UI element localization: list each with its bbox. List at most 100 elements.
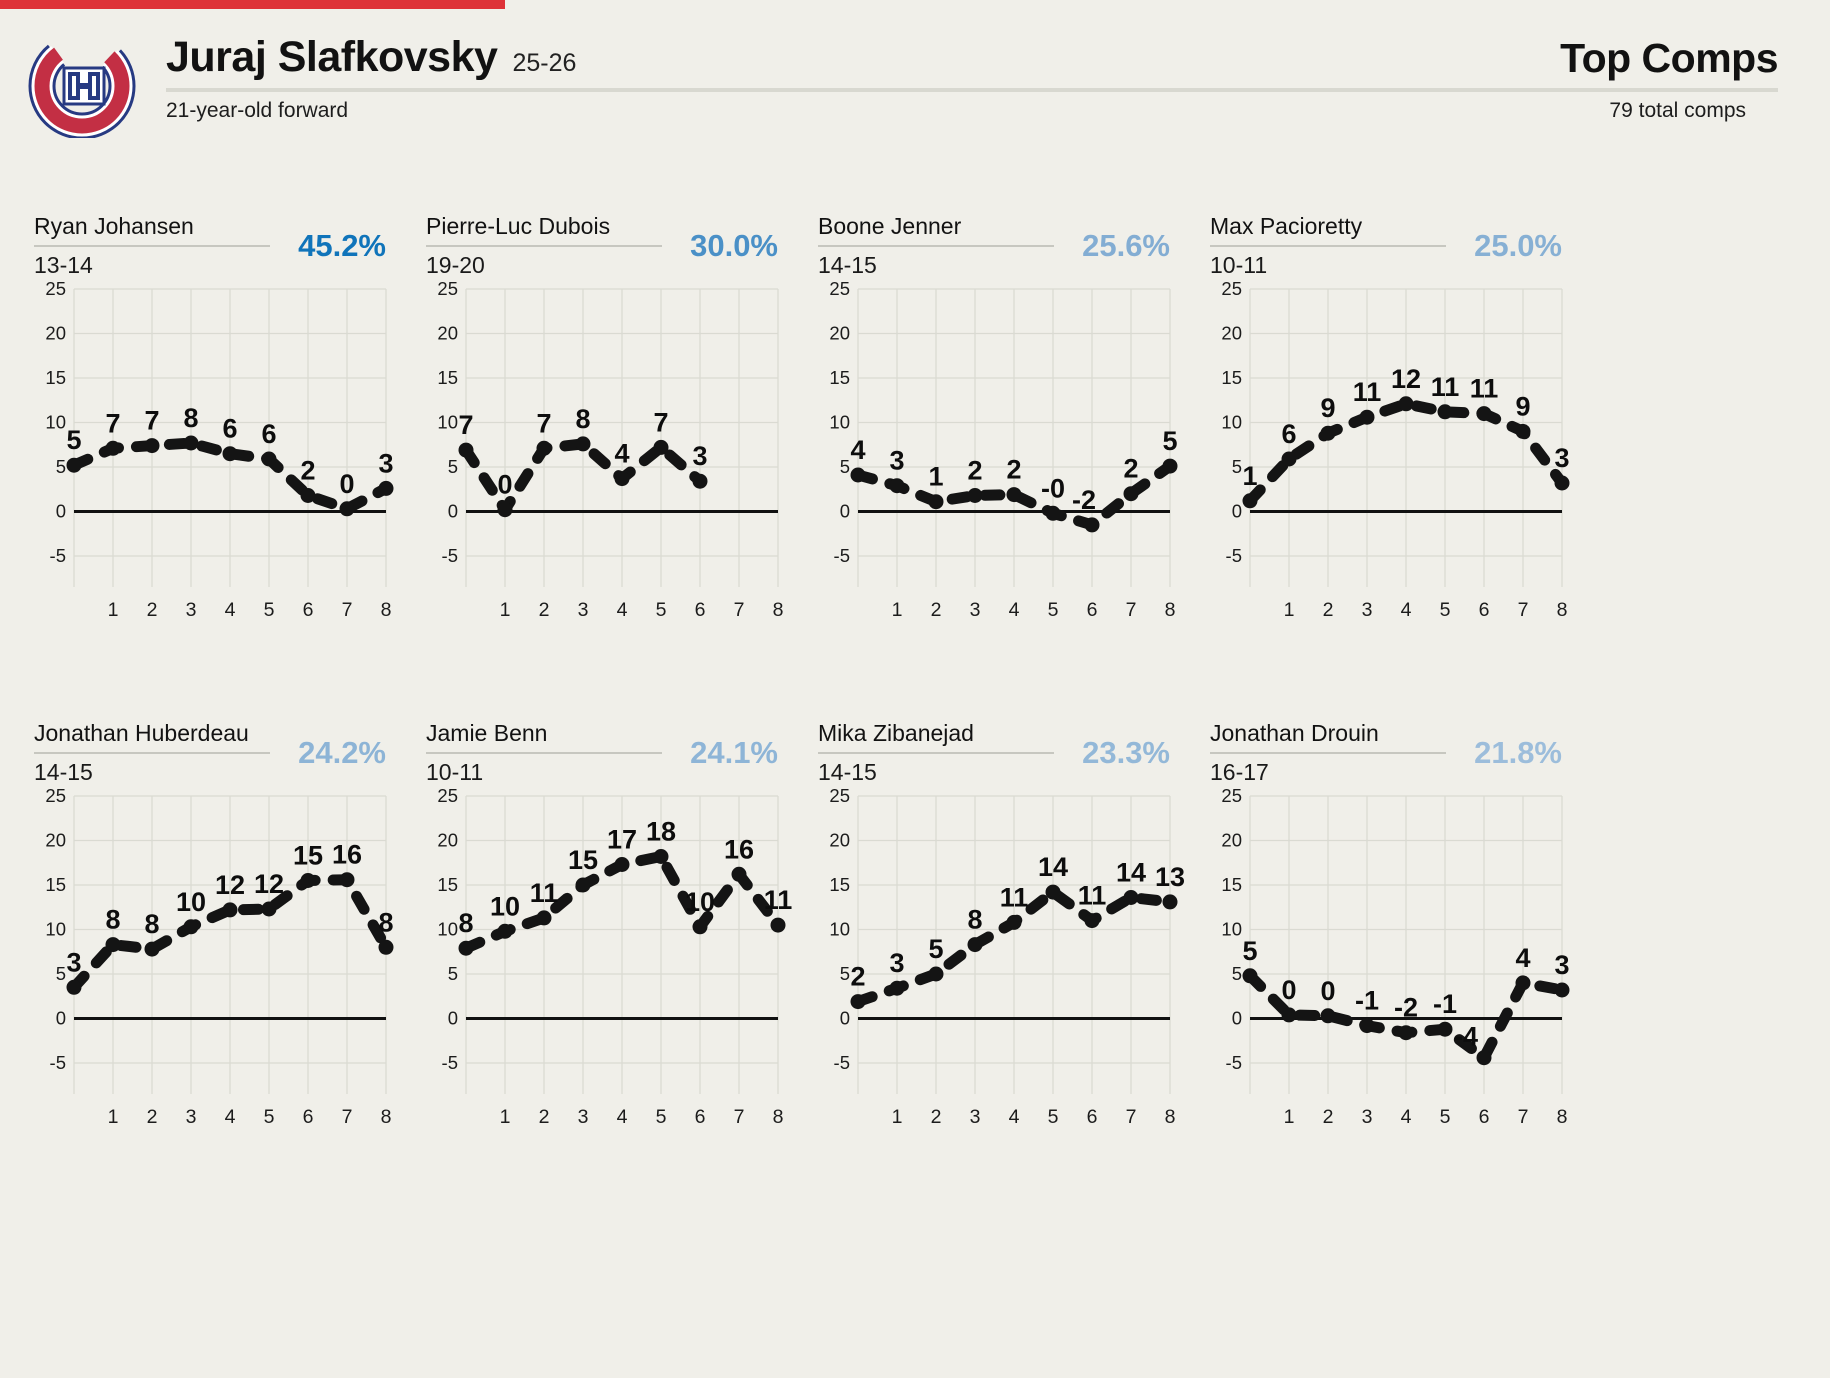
data-point-label: -0: [1041, 473, 1065, 503]
data-point-label: 12: [1391, 364, 1421, 394]
y-axis-tick-label: 20: [1221, 323, 1242, 344]
y-axis-tick-label: 5: [448, 963, 458, 984]
data-point: [300, 488, 316, 503]
comp-player-name: Jamie Benn: [426, 720, 548, 746]
x-axis-tick-label: 3: [186, 1106, 197, 1128]
comp-similarity-pct: 24.2%: [298, 735, 386, 770]
data-point: [378, 939, 394, 955]
data-point: [889, 980, 905, 996]
data-point: [183, 919, 199, 935]
data-point: [183, 435, 199, 451]
comp-card: Max Pacioretty 10-11 25.0% 25 20 15 10 5 0 -5 1 2 3 4…: [1210, 213, 1570, 625]
data-point: [1554, 982, 1570, 998]
data-point: [458, 940, 474, 956]
comp-card: Jonathan Huberdeau 14-15 24.2% 25 20 15 10 5 0 -5…: [34, 720, 394, 1132]
x-axis-tick-label: 7: [1126, 1106, 1137, 1128]
comp-name-underline: Boone Jenner: [818, 213, 1054, 247]
comp-player-name: Max Pacioretty: [1210, 213, 1363, 239]
comp-name-underline: Max Pacioretty: [1210, 213, 1446, 247]
data-point-label: 15: [568, 845, 598, 875]
data-point: [105, 937, 121, 953]
x-axis-tick-label: 1: [1284, 599, 1295, 621]
x-axis-tick-label: 2: [1323, 1106, 1334, 1128]
data-point: [339, 872, 355, 888]
data-point: [1242, 968, 1258, 984]
comp-similarity-pct: 25.6%: [1082, 228, 1170, 263]
data-point-label: 8: [378, 907, 393, 937]
x-axis-tick-labels: 1 2 3 4 5 6 7 8: [108, 599, 392, 621]
comp-season: 16-17: [1210, 759, 1269, 785]
data-point-label: 6: [261, 419, 276, 449]
y-axis-tick-label: 20: [45, 830, 66, 851]
data-point-label: 7: [144, 406, 159, 436]
x-axis-tick-label: 4: [617, 1106, 628, 1128]
comp-season: 10-11: [1210, 252, 1268, 278]
data-point: [300, 873, 316, 888]
comp-season: 10-11: [426, 759, 484, 785]
x-axis-tick-label: 8: [1557, 599, 1568, 621]
x-axis-tick-label: 5: [1440, 1106, 1451, 1128]
y-axis-tick-label: 10: [1221, 919, 1242, 940]
y-axis-tick-label: 15: [437, 367, 458, 388]
top-comps-title: Top Comps: [1560, 35, 1778, 81]
x-axis-tick-label: 1: [500, 1106, 511, 1128]
data-point: [1554, 475, 1570, 491]
data-point: [850, 994, 866, 1010]
x-axis-tick-label: 6: [695, 1106, 706, 1128]
vertical-gridlines: [857, 289, 1171, 587]
y-axis-tick-label: 25: [45, 278, 66, 299]
x-axis-tick-label: 7: [342, 1106, 353, 1128]
y-axis-tick-label: 20: [45, 323, 66, 344]
x-axis-tick-labels: 1 2 3 4 5 6 7 8: [892, 1106, 1176, 1128]
data-point-label: 5: [1242, 936, 1257, 966]
comp-name-underline: Pierre-Luc Dubois: [426, 213, 662, 247]
data-point-label: 5: [1162, 426, 1177, 456]
data-point: [575, 436, 591, 452]
data-point: [1515, 423, 1531, 439]
x-axis-tick-labels: 1 2 3 4 5 6 7 8: [1284, 599, 1568, 621]
y-axis-tick-label: 25: [829, 785, 850, 806]
y-axis-tick-label: -5: [1226, 545, 1242, 566]
data-point-label: 14: [1116, 858, 1146, 888]
y-axis-tick-label: 20: [829, 830, 850, 851]
x-axis-tick-label: 7: [1518, 599, 1529, 621]
data-point: [222, 446, 238, 462]
y-axis-tick-label: -5: [834, 545, 850, 566]
data-point-label: 3: [889, 446, 904, 476]
comp-name-underline: Jonathan Drouin: [1210, 720, 1446, 754]
data-point-label: 10: [685, 887, 715, 917]
data-point-label: -1: [1355, 986, 1379, 1016]
data-point: [222, 902, 238, 918]
y-axis-tick-label: 5: [56, 963, 66, 984]
comp-card-header: Jamie Benn 10-11 24.1%: [426, 720, 778, 785]
y-axis-tick-label: 0: [56, 1008, 66, 1029]
y-axis-tick-label: 15: [437, 874, 458, 895]
x-axis-tick-label: 5: [656, 1106, 667, 1128]
vertical-gridlines: [73, 796, 387, 1094]
x-axis-tick-label: 8: [1557, 1106, 1568, 1128]
y-axis-tick-label: 10: [829, 919, 850, 940]
data-point-label: 11: [1353, 377, 1382, 407]
data-point-label: 2: [967, 456, 982, 486]
x-axis-tick-label: 3: [970, 1106, 981, 1128]
comp-card: Mika Zibanejad 14-15 23.3% 25 20 15 10 5 0 -5 1 2 3 4…: [818, 720, 1185, 1132]
x-axis-tick-label: 8: [1165, 1106, 1176, 1128]
x-axis-tick-label: 3: [970, 599, 981, 621]
data-point: [1045, 884, 1061, 900]
data-point-label: 9: [1515, 391, 1530, 421]
data-point: [144, 941, 160, 957]
comp-similarity-pct: 30.0%: [690, 228, 778, 263]
comp-season: 19-20: [426, 252, 485, 278]
y-axis-tick-label: 10: [829, 412, 850, 433]
x-axis-tick-label: 1: [1284, 1106, 1295, 1128]
y-axis-tick-label: 15: [45, 367, 66, 388]
x-axis-tick-label: 3: [578, 1106, 589, 1128]
x-axis-tick-label: 8: [773, 1106, 784, 1128]
data-point-label: 6: [222, 414, 237, 444]
